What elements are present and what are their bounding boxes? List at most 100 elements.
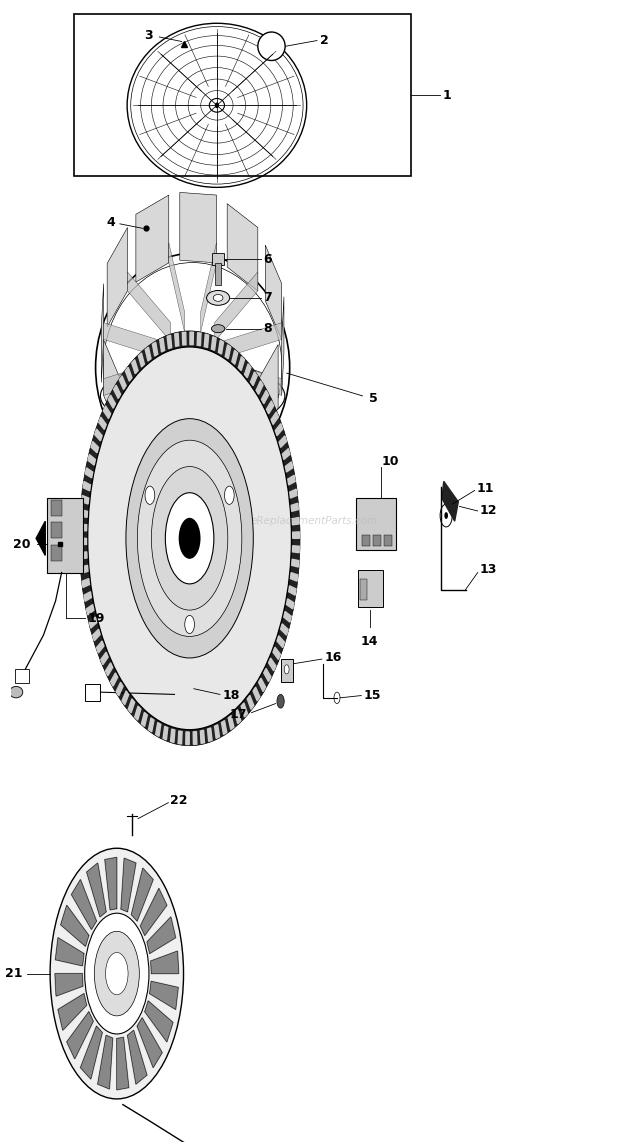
Polygon shape	[136, 195, 169, 282]
Bar	[360, 579, 367, 600]
Polygon shape	[281, 624, 288, 635]
Bar	[51, 545, 62, 561]
Polygon shape	[215, 271, 258, 341]
Polygon shape	[288, 475, 295, 485]
Circle shape	[224, 487, 234, 504]
Ellipse shape	[210, 98, 224, 112]
Polygon shape	[149, 981, 178, 1010]
Polygon shape	[290, 489, 297, 498]
Polygon shape	[265, 245, 281, 339]
Circle shape	[87, 347, 291, 729]
Text: 16: 16	[324, 652, 342, 664]
Polygon shape	[86, 468, 93, 477]
Polygon shape	[232, 350, 237, 364]
Polygon shape	[156, 722, 161, 736]
Polygon shape	[200, 731, 205, 743]
Polygon shape	[67, 1012, 93, 1059]
Polygon shape	[80, 552, 87, 559]
Polygon shape	[61, 906, 89, 946]
Polygon shape	[201, 243, 216, 332]
Ellipse shape	[213, 294, 223, 301]
Polygon shape	[292, 559, 299, 567]
Polygon shape	[55, 938, 84, 966]
Polygon shape	[227, 204, 258, 291]
Circle shape	[87, 347, 291, 729]
Circle shape	[284, 665, 289, 674]
Polygon shape	[253, 687, 260, 701]
Bar	[212, 253, 224, 264]
Text: 1: 1	[443, 88, 451, 102]
Polygon shape	[108, 395, 115, 409]
Circle shape	[179, 518, 200, 559]
Polygon shape	[137, 1018, 162, 1067]
Polygon shape	[235, 710, 241, 724]
Polygon shape	[117, 1037, 129, 1090]
Polygon shape	[223, 323, 281, 358]
Polygon shape	[131, 868, 153, 921]
Text: 14: 14	[361, 635, 378, 648]
Bar	[215, 262, 221, 285]
Ellipse shape	[215, 103, 219, 108]
FancyBboxPatch shape	[47, 498, 84, 572]
Polygon shape	[281, 297, 284, 395]
Polygon shape	[290, 572, 298, 582]
Text: 12: 12	[479, 505, 497, 518]
Circle shape	[50, 848, 184, 1099]
Polygon shape	[122, 690, 129, 704]
Polygon shape	[197, 333, 201, 346]
Polygon shape	[138, 353, 144, 366]
Polygon shape	[86, 605, 94, 615]
Polygon shape	[170, 729, 175, 742]
Polygon shape	[193, 732, 197, 744]
Polygon shape	[84, 592, 91, 601]
Polygon shape	[148, 718, 154, 732]
Polygon shape	[87, 863, 106, 917]
Polygon shape	[82, 578, 89, 587]
Bar	[384, 535, 392, 546]
Polygon shape	[128, 380, 158, 468]
Polygon shape	[201, 382, 216, 472]
Polygon shape	[125, 368, 132, 381]
Polygon shape	[128, 698, 135, 713]
Polygon shape	[95, 429, 102, 441]
Text: 17: 17	[230, 709, 247, 721]
Polygon shape	[225, 345, 231, 358]
Text: 7: 7	[264, 291, 272, 305]
Polygon shape	[238, 356, 244, 371]
Polygon shape	[101, 653, 108, 665]
Polygon shape	[228, 716, 234, 729]
Polygon shape	[128, 271, 171, 341]
Text: 13: 13	[479, 562, 497, 576]
Polygon shape	[215, 725, 219, 739]
Polygon shape	[99, 417, 106, 429]
Bar	[358, 570, 383, 607]
Polygon shape	[244, 364, 251, 378]
Polygon shape	[180, 192, 216, 263]
Polygon shape	[104, 405, 110, 419]
Polygon shape	[91, 442, 99, 452]
Polygon shape	[277, 635, 285, 648]
Text: 18: 18	[223, 689, 241, 702]
Circle shape	[277, 694, 284, 708]
Ellipse shape	[186, 360, 200, 376]
Circle shape	[105, 953, 128, 995]
Polygon shape	[113, 385, 121, 398]
Polygon shape	[186, 732, 189, 744]
Text: 4: 4	[107, 216, 115, 229]
Polygon shape	[81, 510, 87, 518]
Text: 22: 22	[170, 793, 188, 807]
Polygon shape	[167, 335, 172, 349]
Polygon shape	[190, 332, 193, 345]
Polygon shape	[178, 731, 182, 744]
Circle shape	[166, 492, 214, 584]
Polygon shape	[163, 726, 168, 740]
Polygon shape	[107, 228, 128, 326]
Polygon shape	[264, 669, 271, 681]
Circle shape	[79, 331, 300, 745]
Circle shape	[85, 914, 149, 1034]
Polygon shape	[292, 518, 299, 524]
Circle shape	[151, 466, 228, 610]
Ellipse shape	[179, 352, 206, 384]
Polygon shape	[267, 401, 273, 413]
Polygon shape	[128, 374, 171, 444]
